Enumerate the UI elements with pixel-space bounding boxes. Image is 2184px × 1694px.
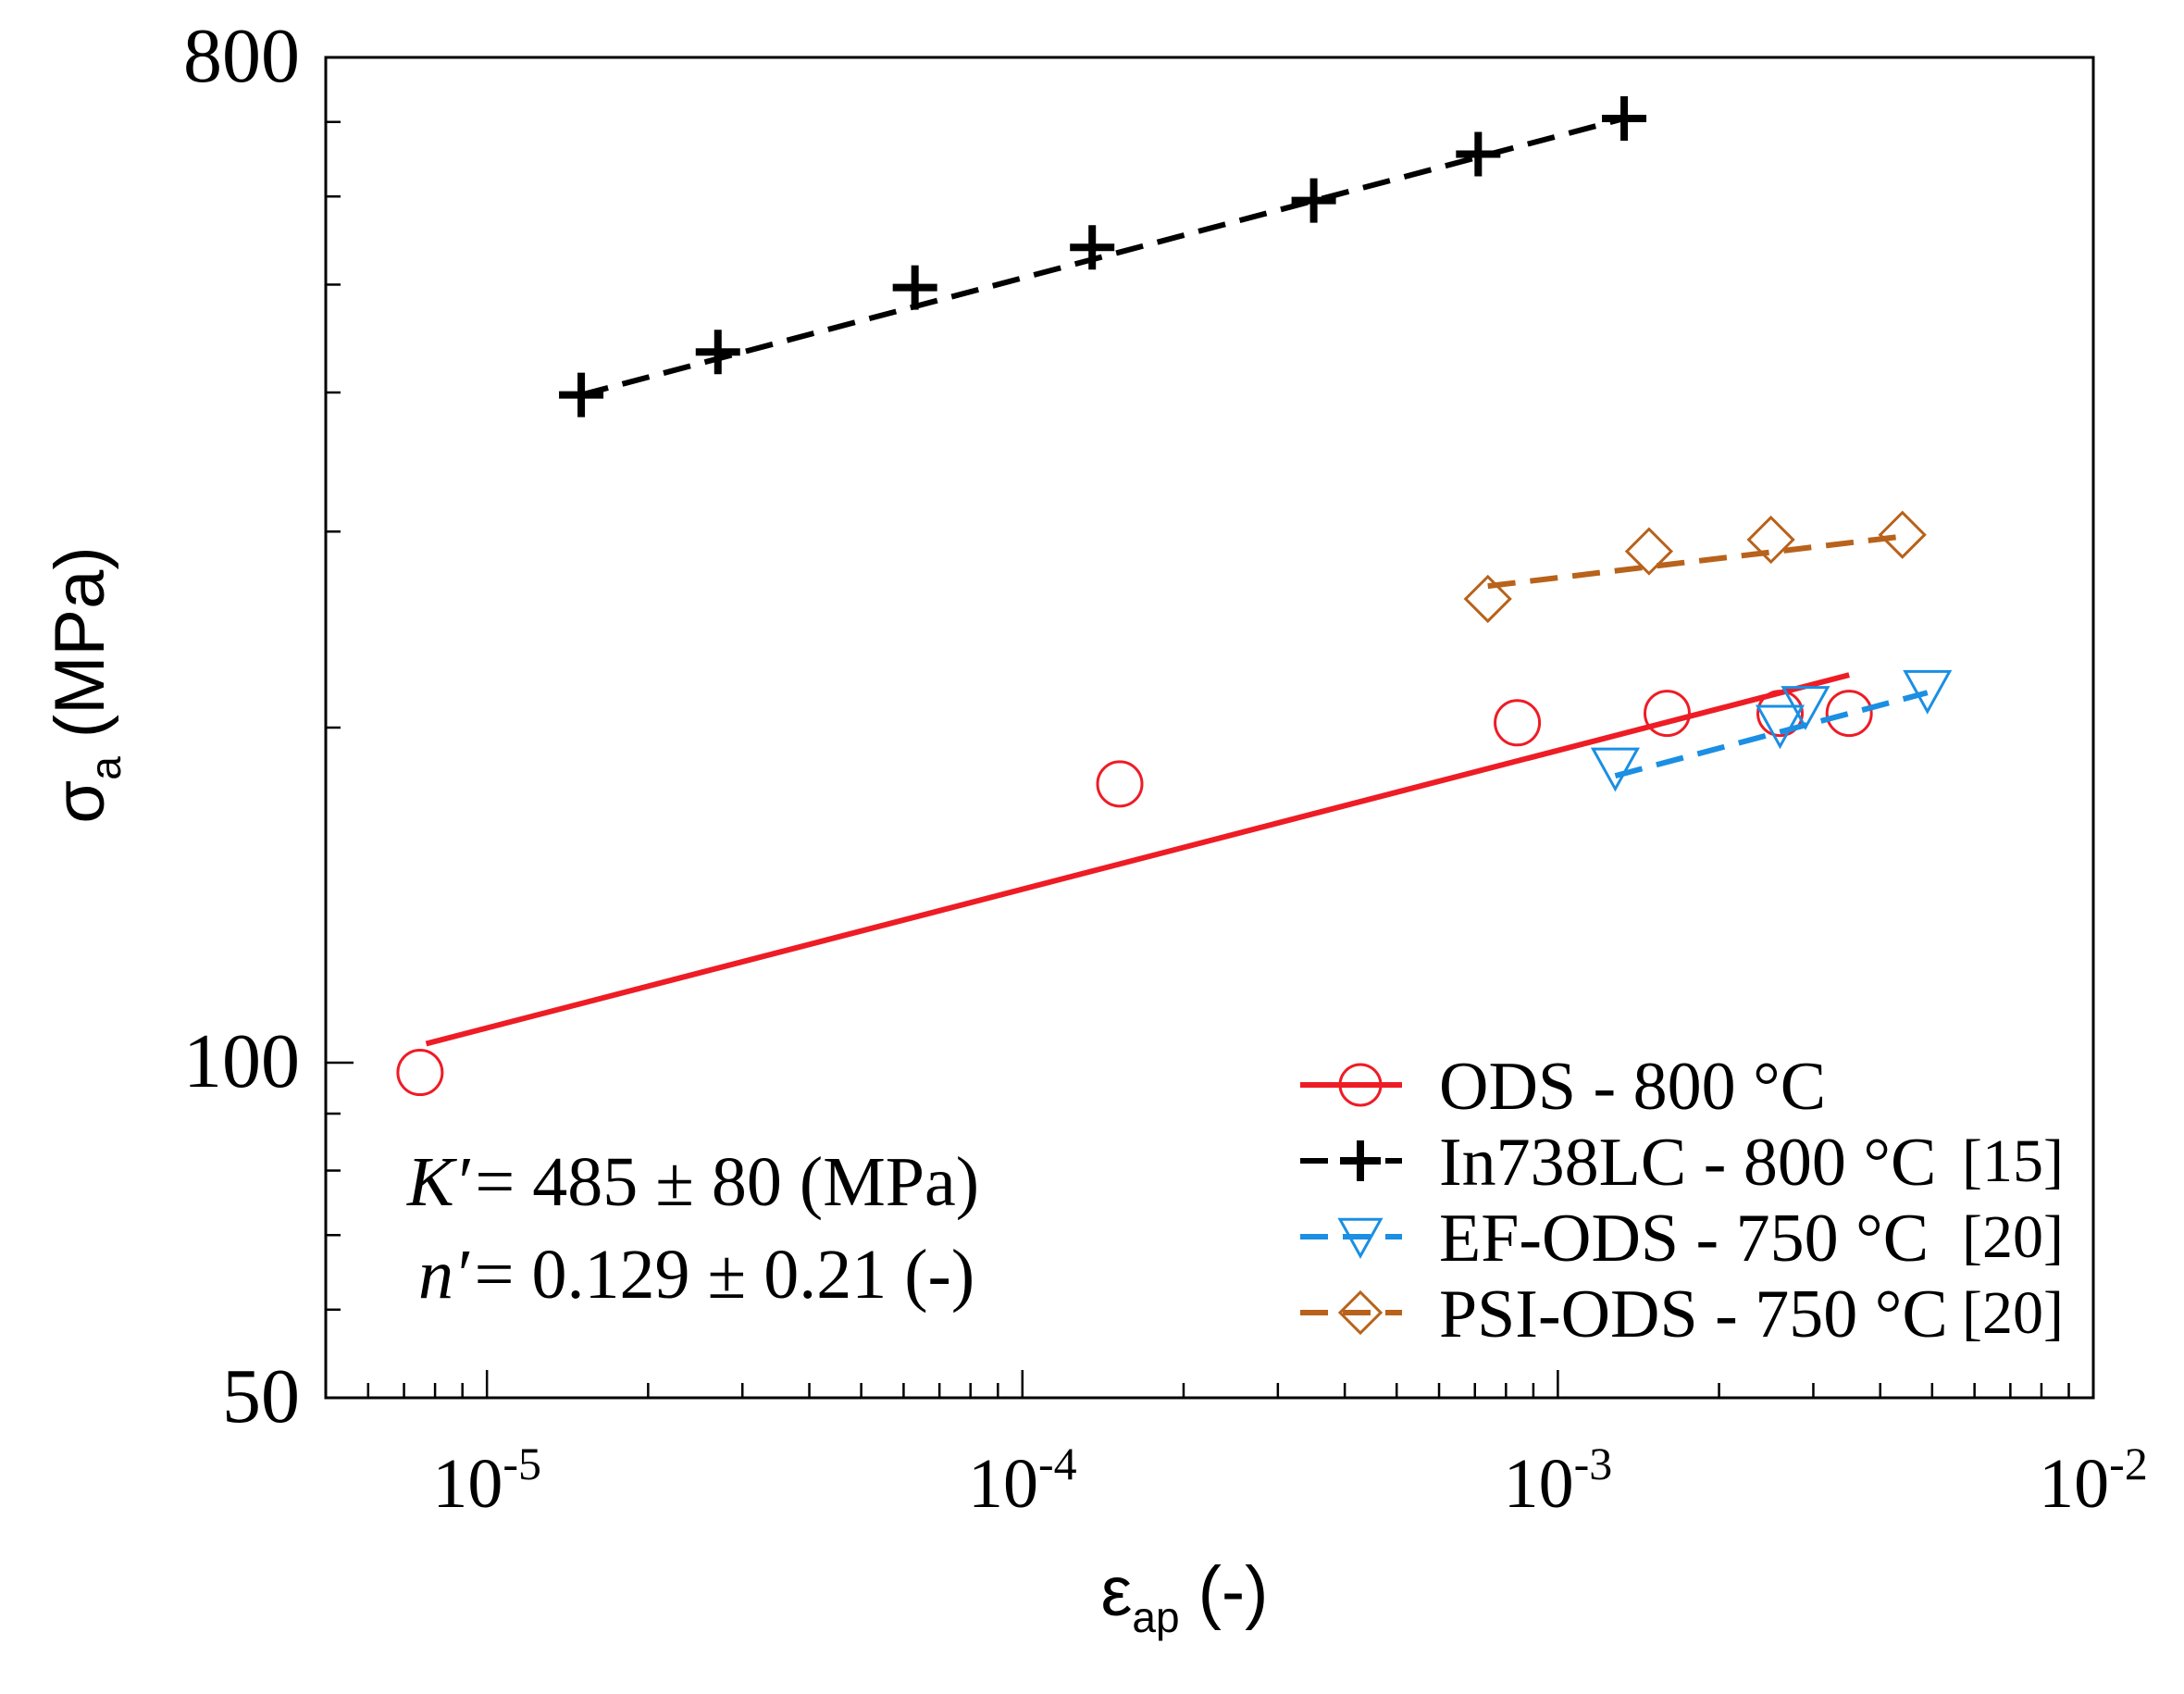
x-tick-label-base: 10 — [432, 1445, 503, 1523]
fit-line — [1614, 690, 1929, 779]
legend-entry: ODS - 800 °C — [1300, 1049, 1826, 1125]
data-point — [1878, 510, 1927, 559]
data-point — [1825, 690, 1873, 738]
data-point — [1903, 669, 1953, 715]
legend-marker — [1338, 1063, 1383, 1107]
legend-ref: [20] — [1962, 1203, 2064, 1271]
y-axis-title-main: σ — [41, 780, 119, 824]
x-tick-label-base: 10 — [2039, 1445, 2109, 1523]
x-tick-label: 10-4 — [968, 1438, 1077, 1523]
x-tick-label-base: 10 — [968, 1445, 1038, 1523]
data-point — [396, 1049, 444, 1097]
annotation-k: K′= 485 ± 80 (MPa) — [406, 1143, 979, 1221]
y-axis-title-sub: a — [81, 756, 130, 780]
data-point — [1746, 515, 1795, 565]
data-point — [1755, 704, 1806, 750]
legend-entry: PSI-ODS - 750 °C [20] — [1300, 1277, 2064, 1352]
legend-entry: In738LC - 800 °C [15] — [1300, 1125, 2064, 1201]
data-point — [1781, 686, 1830, 730]
x-tick-label-exponent: -4 — [1038, 1438, 1077, 1489]
x-tick-label-exponent: -2 — [2109, 1438, 2148, 1489]
data-point — [559, 372, 604, 417]
series-1 — [396, 672, 1873, 1097]
x-tick-label: 10-5 — [432, 1438, 541, 1523]
annotation-n: n′= 0.129 ± 0.21 (-) — [418, 1236, 974, 1314]
data-point — [1624, 527, 1674, 576]
data-point — [1070, 225, 1115, 270]
plot-area — [396, 96, 1953, 1097]
data-point — [892, 265, 937, 310]
x-tick-label: 10-2 — [2039, 1438, 2148, 1523]
series-2 — [559, 96, 1647, 417]
annotation-k-symbol: K′ — [406, 1143, 471, 1221]
y-tick-label: 800 — [183, 13, 300, 99]
legend-marker — [1337, 1217, 1384, 1259]
axis-ticks — [324, 56, 2095, 1400]
fit-line — [425, 672, 1850, 1047]
y-tick-label: 100 — [183, 1018, 300, 1104]
fit-line — [580, 116, 1625, 398]
annotation-n-text: = 0.129 ± 0.21 (-) — [475, 1236, 975, 1314]
x-tick-label: 10-3 — [1504, 1438, 1613, 1523]
legend-ref: [15] — [1962, 1127, 2064, 1195]
legend-label: EF-ODS - 750 °C — [1439, 1201, 1929, 1277]
data-point — [1590, 747, 1640, 792]
series-3 — [1590, 669, 1953, 792]
x-tick-label-exponent: -5 — [503, 1438, 541, 1489]
x-axis-title: εap (-) — [1101, 1552, 1269, 1641]
x-tick-label-base: 10 — [1504, 1445, 1574, 1523]
annotation-k-text: = 485 ± 80 (MPa) — [475, 1143, 979, 1221]
legend-label: In738LC - 800 °C — [1439, 1125, 1936, 1201]
legend-marker — [1340, 1140, 1381, 1181]
legend-label: ODS - 800 °C — [1439, 1049, 1826, 1125]
data-point — [1456, 131, 1501, 177]
data-point — [695, 330, 740, 375]
series-4 — [1463, 510, 1927, 624]
data-point — [1463, 574, 1512, 624]
fit-line — [1487, 533, 1904, 590]
data-point — [1291, 178, 1336, 223]
x-tick-label-exponent: -3 — [1574, 1438, 1613, 1489]
fit-parameters: K′= 485 ± 80 (MPa) n′= 0.129 ± 0.21 (-) — [406, 1143, 979, 1314]
data-point — [1602, 96, 1647, 142]
y-axis-title-unit: (MPa) — [41, 546, 119, 738]
annotation-n-symbol: n′ — [418, 1236, 470, 1314]
data-point — [1494, 699, 1542, 747]
x-axis-title-unit: (-) — [1198, 1552, 1269, 1631]
x-axis-title-sub: ap — [1132, 1593, 1179, 1641]
x-axis-title-main: ε — [1101, 1552, 1133, 1631]
data-point — [1643, 690, 1691, 738]
data-point — [1756, 690, 1804, 738]
y-axis-title: σa (MPa) — [41, 546, 130, 823]
legend-ref: [20] — [1962, 1279, 2064, 1347]
y-tick-label: 50 — [222, 1353, 300, 1439]
data-point — [1096, 760, 1144, 808]
legend-entry: EF-ODS - 750 °C [20] — [1300, 1201, 2064, 1277]
legend-label: PSI-ODS - 750 °C — [1439, 1277, 1948, 1352]
legend-marker — [1337, 1289, 1384, 1336]
